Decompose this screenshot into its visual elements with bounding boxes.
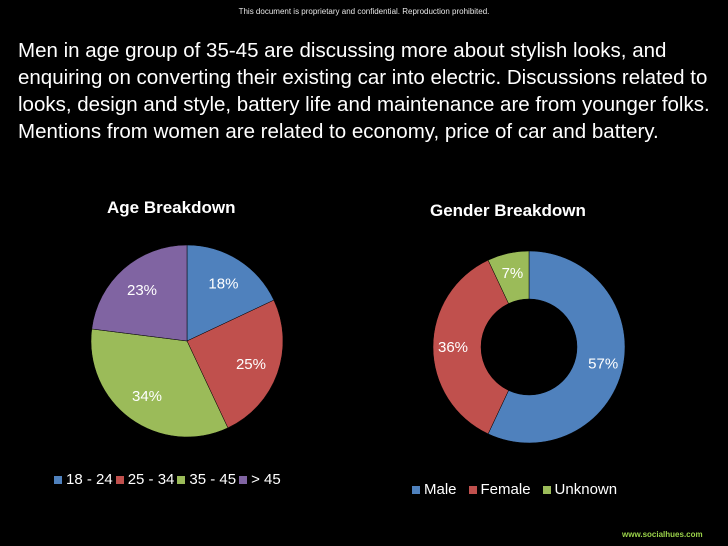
age-slice-3 [90,328,229,438]
age-legend-swatch [177,475,186,484]
age-legend-label: 25 - 34 [127,471,175,488]
age-slice-1 [186,244,275,342]
age-legend-swatch [115,475,124,484]
gender-data-label-3: 7% [502,265,524,282]
gender-slice-2 [432,259,509,435]
confidentiality-notice: This document is proprietary and confide… [238,7,490,16]
gender-legend-swatch [412,485,420,494]
age-legend-swatch [239,475,248,484]
gender-data-label-2: 36% [438,339,468,356]
age-legend: 18 - 24 25 - 34 35 - 45 > 45 [54,471,284,488]
age-data-label-2: 25% [236,356,266,373]
age-chart-title: Age Breakdown [107,198,236,217]
gender-legend-item-1: Male [412,481,457,498]
headline-text: Men in age group of 35-45 are discussing… [18,39,710,143]
age-data-label-4: 23% [127,282,157,299]
gender-legend-label: Female [480,481,531,498]
age-legend-label: 35 - 45 [189,471,237,488]
age-data-label-1: 18% [208,276,238,293]
gender-legend-swatch [468,485,477,494]
age-legend-label: 18 - 24 [66,471,113,488]
gender-legend-label: Male [424,481,457,498]
age-legend-swatch [54,475,62,484]
age-legend-item-3: 35 - 45 [177,471,236,488]
footer-url: www.socialhues.com [622,530,703,539]
age-slice-2 [186,299,284,429]
age-legend-item-4: > 45 [239,471,281,488]
gender-legend-item-3: Unknown [542,481,618,498]
gender-legend-swatch [542,485,551,494]
gender-legend-label: Unknown [554,481,618,498]
age-legend-item-2: 25 - 34 [115,471,175,488]
gender-data-label-1: 57% [588,356,618,373]
gender-legend: Male Female Unknown [412,481,629,498]
age-legend-item-1: 18 - 24 [54,471,113,488]
gender-legend-item-2: Female [468,481,531,498]
gender-slice-3 [487,250,530,304]
age-legend-label: > 45 [251,471,281,488]
age-slice-4 [91,244,188,342]
age-data-label-3: 34% [132,388,162,405]
gender-chart-title: Gender Breakdown [430,201,586,220]
gender-slice-1 [487,250,626,444]
